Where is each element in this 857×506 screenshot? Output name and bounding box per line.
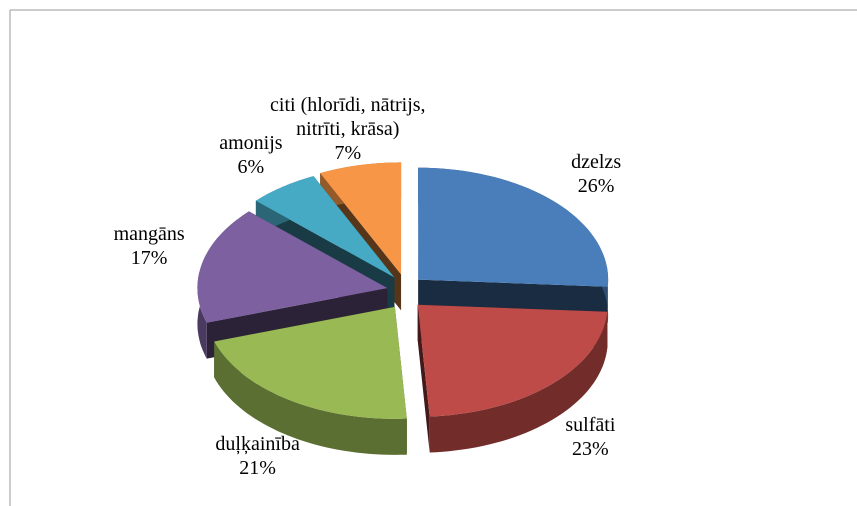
data-label: mangāns 17%: [64, 222, 234, 270]
data-label: sulfāti 23%: [505, 413, 675, 461]
slice-outer-wall: [429, 311, 608, 453]
slice: [197, 211, 388, 323]
category-label: mangāns: [113, 223, 185, 246]
category-label: duļķainība: [215, 432, 300, 455]
data-label: duļķainība 21%: [173, 432, 343, 480]
slice-outer-wall: [214, 341, 407, 455]
slice: [417, 304, 608, 417]
data-label: amonijs 6%: [166, 131, 336, 179]
slice-radial-wall: [417, 304, 430, 453]
slice: [255, 176, 395, 278]
percent-label: 26%: [577, 175, 615, 198]
category-label: dzelzs: [571, 151, 622, 174]
data-label: dzelzs 26%: [511, 150, 681, 198]
percent-label: 21%: [239, 456, 276, 479]
percent-label: 6%: [237, 155, 265, 178]
category-label: amonijs: [219, 131, 283, 154]
percent-label: 17%: [130, 247, 168, 270]
slice: [320, 162, 402, 275]
slice: [418, 167, 609, 287]
category-label: sulfāti: [565, 414, 616, 437]
percent-label: 7%: [334, 142, 362, 165]
percent-label: 23%: [572, 438, 609, 461]
data-label: citi (hlorīdi, nātrijs, nitrīti, krāsa) 7…: [263, 93, 433, 165]
category-label: citi (hlorīdi, nātrijs, nitrīti, krāsa): [270, 94, 426, 141]
slice: [214, 306, 407, 419]
